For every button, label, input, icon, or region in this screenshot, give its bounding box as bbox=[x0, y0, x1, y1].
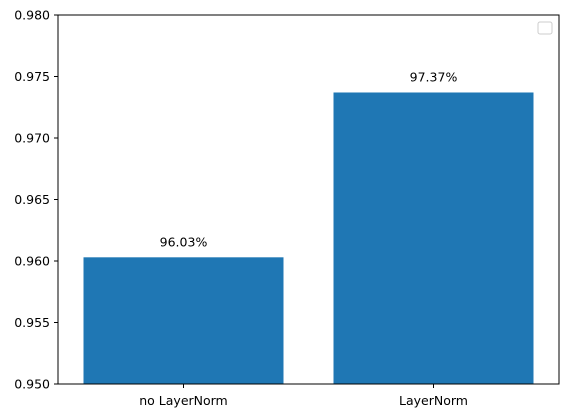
data-labels-layer: 96.03% 97.37% bbox=[160, 69, 458, 249]
data-label-1: 97.37% bbox=[410, 69, 458, 84]
x-tick-label-0: no LayerNorm bbox=[139, 393, 228, 408]
y-tick-label-2: 0.960 bbox=[14, 254, 50, 269]
legend-box bbox=[537, 21, 553, 35]
y-tick-label-3: 0.965 bbox=[14, 192, 50, 207]
y-axis-ticks: 0.950 0.955 0.960 0.965 0.970 0.975 0.980 bbox=[14, 8, 58, 392]
y-tick-label-5: 0.975 bbox=[14, 69, 50, 84]
x-axis-ticks: no LayerNorm LayerNorm bbox=[139, 384, 468, 408]
y-tick-label-6: 0.980 bbox=[14, 8, 50, 23]
data-label-0: 96.03% bbox=[160, 234, 208, 249]
bar-1 bbox=[333, 92, 534, 385]
y-tick-label-0: 0.950 bbox=[14, 377, 50, 392]
bar-0 bbox=[83, 257, 284, 384]
bars-layer bbox=[83, 92, 534, 385]
x-tick-label-1: LayerNorm bbox=[399, 393, 468, 408]
y-tick-label-1: 0.955 bbox=[14, 315, 50, 330]
y-tick-label-4: 0.970 bbox=[14, 131, 50, 146]
